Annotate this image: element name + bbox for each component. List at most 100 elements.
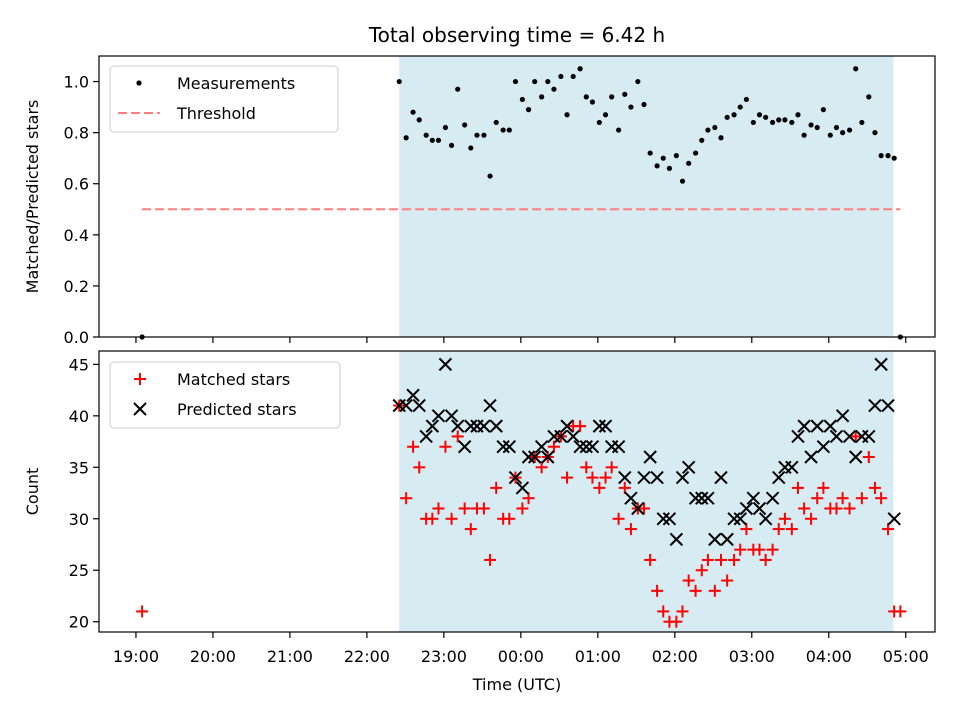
x-tick-label: 20:00 bbox=[190, 647, 236, 666]
predicted-star-point bbox=[835, 409, 850, 423]
x-tick-label: 23:00 bbox=[421, 647, 467, 666]
y-tick-label: 30 bbox=[69, 510, 89, 529]
y-tick-label: 40 bbox=[69, 407, 89, 426]
measurement-point bbox=[462, 122, 468, 128]
measurement-point bbox=[519, 96, 525, 103]
measurement-point bbox=[641, 101, 647, 108]
predicted-star-point bbox=[534, 440, 549, 454]
y-tick-label: 0.0 bbox=[64, 328, 89, 347]
measurement-point bbox=[487, 173, 493, 179]
matched-star-point bbox=[701, 553, 714, 566]
measurement-point bbox=[525, 107, 532, 113]
matched-star-point bbox=[778, 512, 791, 525]
predicted-star-point bbox=[739, 501, 754, 516]
predicted-star-point bbox=[656, 512, 670, 526]
predicted-star-point bbox=[508, 470, 523, 485]
legend-measurements-marker bbox=[136, 80, 142, 86]
predicted-star-point bbox=[765, 491, 780, 505]
measurement-point bbox=[647, 150, 653, 156]
bottom-legend-box bbox=[109, 361, 341, 429]
predicted-star-point bbox=[451, 419, 465, 433]
y-tick-label: 0.4 bbox=[64, 226, 89, 245]
measurement-point bbox=[820, 107, 826, 113]
measurement-point bbox=[654, 163, 660, 169]
predicted-star-point bbox=[554, 429, 568, 444]
predicted-star-point bbox=[727, 512, 741, 526]
matched-star-point bbox=[670, 615, 683, 628]
top-legend: Measurements Threshold bbox=[109, 65, 339, 133]
matched-star-point bbox=[458, 502, 471, 515]
predicted-star-point bbox=[502, 440, 517, 454]
measurement-point bbox=[396, 78, 402, 85]
matched-star-point bbox=[400, 492, 413, 505]
y-tick-label: 0.6 bbox=[64, 175, 89, 194]
measurement-point bbox=[435, 137, 442, 143]
measurement-point bbox=[564, 112, 570, 118]
x-tick-label: 04:00 bbox=[806, 647, 852, 666]
matched-star-point bbox=[868, 481, 881, 494]
matched-star-point bbox=[503, 512, 516, 525]
matched-star-point bbox=[714, 553, 727, 566]
x-tick-label: 21:00 bbox=[267, 647, 313, 666]
predicted-star-point bbox=[752, 501, 767, 516]
predicted-star-point bbox=[714, 470, 728, 485]
measurement-point bbox=[589, 99, 596, 105]
predicted-star-point bbox=[720, 532, 734, 547]
measurement-point bbox=[801, 132, 807, 138]
measurement-point bbox=[872, 130, 878, 136]
predicted-star-point bbox=[842, 429, 857, 444]
measurement-point bbox=[481, 132, 487, 138]
predicted-star-point bbox=[457, 440, 472, 454]
measurement-point bbox=[789, 119, 795, 126]
x-tick-label: 00:00 bbox=[498, 647, 544, 666]
matched-star-point bbox=[657, 605, 670, 618]
predicted-star-point bbox=[399, 398, 413, 413]
predicted-star-point bbox=[573, 440, 587, 454]
x-axis-label: Time (UTC) bbox=[472, 675, 561, 694]
legend-predicted-label: Predicted stars bbox=[177, 400, 297, 419]
y-tick-label: 35 bbox=[69, 458, 89, 477]
predicted-star-point bbox=[650, 470, 664, 485]
measurement-point bbox=[859, 119, 865, 126]
predicted-star-point bbox=[881, 398, 895, 413]
predicted-star-point bbox=[772, 470, 786, 485]
matched-star-point bbox=[574, 420, 587, 433]
measurement-point bbox=[493, 119, 499, 126]
predicted-star-point bbox=[419, 429, 433, 444]
matched-star-point bbox=[740, 523, 753, 536]
predicted-star-point bbox=[624, 491, 638, 505]
predicted-star-point bbox=[464, 419, 478, 433]
matched-star-point bbox=[734, 543, 747, 556]
matched-star-point bbox=[695, 564, 708, 577]
bottom-panel: 20 25 30 35 40 45 19:00 20:00 21:00 22:00 23:00 00… bbox=[23, 350, 936, 666]
predicted-star-point bbox=[746, 491, 761, 505]
measurement-point bbox=[866, 94, 872, 100]
matched-star-point bbox=[413, 461, 426, 474]
predicted-star-point bbox=[521, 450, 536, 464]
predicted-star-point bbox=[631, 501, 645, 516]
measurement-point bbox=[705, 127, 711, 133]
predicted-star-point bbox=[637, 470, 651, 485]
measurement-point bbox=[885, 153, 891, 159]
matched-star-point bbox=[439, 440, 452, 453]
predicted-star-point bbox=[810, 419, 824, 433]
matched-star-point bbox=[451, 430, 464, 443]
predicted-star-point bbox=[515, 481, 530, 495]
predicted-star-point bbox=[406, 388, 420, 402]
predicted-star-point bbox=[412, 398, 426, 413]
bottom-panel-frame bbox=[98, 350, 936, 633]
measurement-point bbox=[506, 127, 512, 133]
measurement-point bbox=[724, 114, 730, 120]
matched-star-point bbox=[593, 481, 606, 494]
observing-window-bottom bbox=[399, 351, 894, 632]
measurement-point bbox=[448, 142, 455, 149]
predicted-star-point bbox=[431, 409, 446, 423]
predicted-star-point bbox=[662, 512, 677, 526]
x-tick-label: 19:00 bbox=[113, 647, 159, 666]
measurement-point bbox=[833, 124, 840, 131]
measurement-point bbox=[628, 104, 634, 110]
bottom-legend: Matched stars Predicted stars bbox=[109, 361, 341, 429]
matched-star-point bbox=[817, 481, 830, 494]
measurement-point bbox=[596, 119, 602, 126]
